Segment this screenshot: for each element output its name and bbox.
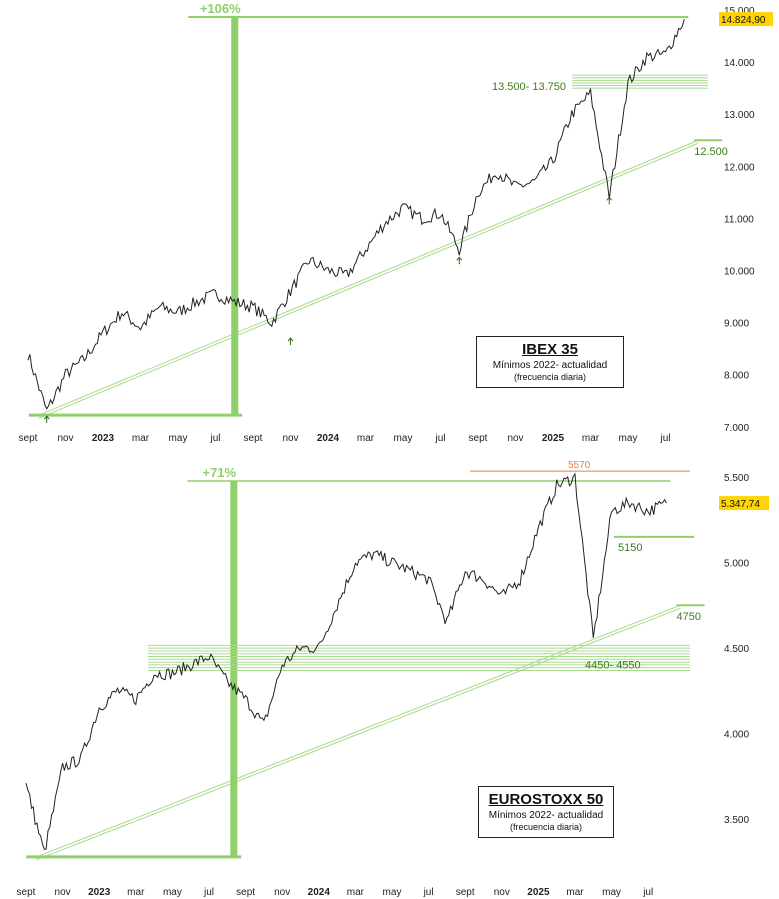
x-tick-label: nov bbox=[274, 887, 290, 898]
x-tick-label: mar bbox=[132, 433, 150, 444]
x-tick-label: nov bbox=[494, 887, 510, 898]
low-marker-arrow bbox=[456, 256, 463, 265]
low-marker-arrow bbox=[43, 415, 50, 424]
y-tick-label: 12.000 bbox=[724, 162, 755, 173]
x-tick-label: 2023 bbox=[92, 433, 115, 444]
last-value-highlight bbox=[719, 496, 769, 511]
y-tick-label: 8.000 bbox=[724, 371, 749, 382]
x-tick-label: jul bbox=[434, 433, 445, 444]
x-tick-label: may bbox=[383, 887, 402, 898]
x-tick-label: jul bbox=[642, 887, 653, 898]
x-tick-label: jul bbox=[659, 433, 670, 444]
x-tick-label: may bbox=[169, 433, 188, 444]
x-tick-label: nov bbox=[282, 433, 298, 444]
y-tick-label: 5.000 bbox=[724, 559, 749, 570]
x-tick-label: sept bbox=[469, 433, 488, 444]
x-tick-label: may bbox=[163, 887, 182, 898]
trendline bbox=[38, 139, 699, 416]
x-tick-label: sept bbox=[456, 887, 475, 898]
y-tick-label: 14.000 bbox=[724, 58, 755, 69]
y-tick-label: 11.000 bbox=[724, 214, 754, 225]
ibex-title: IBEX 35 bbox=[522, 341, 578, 358]
x-tick-label: may bbox=[602, 887, 621, 898]
y-tick-label: 4.500 bbox=[724, 644, 749, 655]
x-tick-label: nov bbox=[507, 433, 523, 444]
support-label: 5150 bbox=[618, 542, 642, 554]
x-tick-label: may bbox=[619, 433, 638, 444]
eurostoxx-panel: 5.500 5.000 4.500 4.000 3.500 sept nov 2023 mar m… bbox=[17, 460, 769, 898]
performance-bar bbox=[230, 481, 238, 857]
y-tick-label: 4.000 bbox=[724, 729, 749, 740]
y-tick-label: 7.000 bbox=[724, 423, 749, 434]
ibex-panel: 15.000 14.000 13.000 12.000 11.000 10.000 9.00… bbox=[19, 1, 773, 444]
price-series bbox=[27, 18, 685, 410]
low-marker-arrow bbox=[287, 337, 294, 346]
eurostoxx-legend-box: EUROSTOXX 50 Mínimos 2022- actualidad (f… bbox=[478, 786, 614, 838]
x-tick-label: 2023 bbox=[88, 887, 111, 898]
x-tick-label: 2025 bbox=[542, 433, 565, 444]
price-series bbox=[25, 472, 667, 850]
x-tick-label: jul bbox=[423, 887, 434, 898]
resistance-label: 13.500- 13.750 bbox=[492, 81, 566, 93]
zone-label: 4450- 4550 bbox=[585, 659, 641, 671]
y-tick-label: 15.000 bbox=[724, 6, 755, 17]
x-tick-label: mar bbox=[357, 433, 375, 444]
y-tick-label: 5.500 bbox=[724, 473, 749, 484]
x-tick-label: mar bbox=[347, 887, 365, 898]
x-tick-label: nov bbox=[57, 433, 73, 444]
eurostoxx-frequency-note: (frecuencia diaria) bbox=[509, 822, 583, 832]
last-value-label: 5.347,74 bbox=[721, 499, 760, 510]
trendline-label: 4750 bbox=[677, 611, 701, 623]
trendline bbox=[38, 142, 699, 419]
last-value-highlight bbox=[719, 12, 773, 27]
x-tick-label: 2025 bbox=[527, 887, 550, 898]
x-tick-label: may bbox=[394, 433, 413, 444]
y-tick-label: 9.000 bbox=[724, 319, 749, 330]
trendline bbox=[36, 604, 681, 858]
performance-bar bbox=[231, 17, 239, 416]
x-tick-label: 2024 bbox=[308, 887, 331, 898]
x-tick-label: sept bbox=[17, 887, 36, 898]
x-tick-label: mar bbox=[566, 887, 584, 898]
x-tick-label: jul bbox=[209, 433, 220, 444]
performance-label: +106% bbox=[200, 1, 241, 16]
y-tick-label: 3.500 bbox=[724, 815, 749, 826]
x-tick-label: mar bbox=[127, 887, 145, 898]
x-tick-label: mar bbox=[582, 433, 600, 444]
x-tick-label: sept bbox=[19, 433, 38, 444]
last-value-label: 14.824,90 bbox=[721, 15, 766, 26]
x-tick-label: jul bbox=[203, 887, 214, 898]
ibex-legend-box: IBEX 35 Mínimos 2022- actualidad (frecue… bbox=[476, 336, 624, 388]
trendline-label: 12.500 bbox=[694, 146, 728, 158]
high-label: 5570 bbox=[568, 460, 591, 471]
performance-label: +71% bbox=[202, 465, 236, 480]
ibex-subtitle: Mínimos 2022- actualidad bbox=[492, 360, 608, 371]
trendline bbox=[36, 607, 681, 861]
x-tick-label: sept bbox=[236, 887, 255, 898]
eurostoxx-subtitle: Mínimos 2022- actualidad bbox=[488, 810, 604, 821]
eurostoxx-title: EUROSTOXX 50 bbox=[488, 791, 604, 808]
y-tick-label: 13.000 bbox=[724, 110, 755, 121]
low-marker-arrow bbox=[606, 196, 613, 205]
y-tick-label: 10.000 bbox=[724, 266, 755, 277]
x-tick-label: 2024 bbox=[317, 433, 340, 444]
ibex-frequency-note: (frecuencia diaria) bbox=[513, 372, 587, 382]
x-tick-label: nov bbox=[55, 887, 71, 898]
x-tick-label: sept bbox=[244, 433, 263, 444]
